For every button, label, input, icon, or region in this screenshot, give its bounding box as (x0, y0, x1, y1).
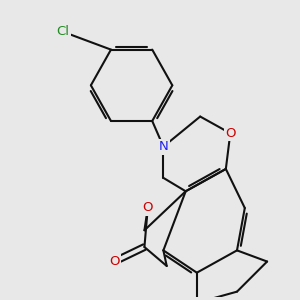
Text: O: O (225, 127, 236, 140)
Text: Cl: Cl (56, 25, 70, 38)
Text: N: N (158, 140, 168, 153)
Text: O: O (109, 255, 120, 268)
Text: O: O (142, 202, 153, 214)
